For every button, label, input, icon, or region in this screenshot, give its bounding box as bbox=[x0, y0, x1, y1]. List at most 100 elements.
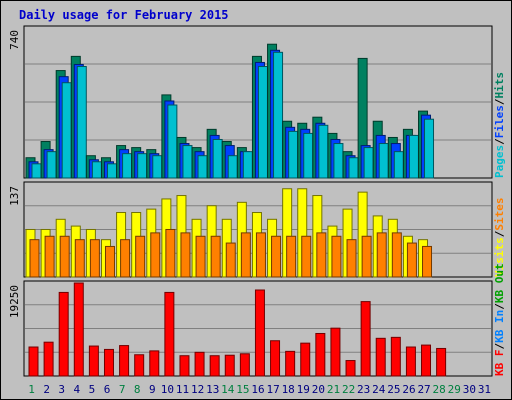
y-max-label: 19250 bbox=[8, 285, 21, 318]
bar-sites bbox=[271, 235, 282, 278]
bar-kb-f bbox=[300, 342, 311, 377]
day-label: 10 bbox=[161, 383, 174, 396]
day-label: 30 bbox=[463, 383, 476, 396]
y-max-label: 137 bbox=[8, 186, 21, 206]
bar-sites bbox=[89, 239, 100, 278]
bar-pages bbox=[197, 155, 208, 179]
bar-sites bbox=[286, 235, 297, 278]
bar-sites bbox=[195, 235, 206, 278]
bar-pages bbox=[46, 151, 57, 179]
day-label: 3 bbox=[58, 383, 65, 396]
bar-pages bbox=[363, 147, 374, 179]
legend-sites: Sites bbox=[493, 198, 506, 231]
day-label: 29 bbox=[448, 383, 461, 396]
bar-pages bbox=[408, 134, 419, 179]
legend-separator: / bbox=[493, 98, 506, 105]
bar-kb-f bbox=[88, 345, 99, 377]
bar-pages bbox=[288, 130, 299, 179]
bar-pages bbox=[424, 118, 435, 179]
bar-sites bbox=[44, 235, 55, 278]
bar-sites bbox=[240, 232, 251, 278]
bar-sites bbox=[74, 239, 85, 278]
bar-sites bbox=[59, 235, 70, 278]
day-label: 19 bbox=[297, 383, 310, 396]
day-label: 11 bbox=[176, 383, 189, 396]
bar-pages bbox=[31, 163, 42, 179]
bar-kb-f bbox=[194, 351, 205, 377]
day-label: 26 bbox=[402, 383, 415, 396]
legend-hits: Hits bbox=[493, 72, 506, 99]
day-label: 23 bbox=[357, 383, 370, 396]
bar-pages bbox=[182, 145, 193, 179]
bar-pages bbox=[137, 153, 148, 179]
bar-kb-f bbox=[421, 344, 432, 377]
day-label: 14 bbox=[221, 383, 235, 396]
legend-kb-out: KB Out bbox=[493, 263, 506, 303]
bar-sites bbox=[180, 232, 191, 278]
bar-kb-f bbox=[58, 291, 69, 377]
bar-kb-f bbox=[270, 340, 281, 377]
bar-sites bbox=[135, 235, 146, 278]
bar-sites bbox=[165, 228, 176, 278]
bar-pages bbox=[257, 66, 268, 179]
day-label: 24 bbox=[372, 383, 386, 396]
day-label: 25 bbox=[387, 383, 400, 396]
bar-sites bbox=[150, 232, 161, 278]
day-label: 27 bbox=[417, 383, 430, 396]
bar-kb-f bbox=[224, 354, 235, 377]
bar-pages bbox=[227, 155, 238, 179]
bar-sites bbox=[316, 232, 327, 278]
bar-kb-f bbox=[345, 360, 356, 377]
bar-kb-f bbox=[315, 332, 326, 377]
bar-sites bbox=[255, 232, 266, 278]
bar-kb-f bbox=[436, 347, 447, 377]
bar-kb-f bbox=[239, 353, 250, 377]
bar-pages bbox=[167, 104, 178, 179]
bar-pages bbox=[348, 157, 359, 179]
bar-pages bbox=[303, 132, 314, 179]
bar-pages bbox=[333, 143, 344, 179]
bar-pages bbox=[76, 66, 87, 179]
day-label: 8 bbox=[134, 383, 141, 396]
bar-pages bbox=[91, 161, 102, 179]
bar-kb-f bbox=[375, 337, 386, 377]
legend-kb-in: KB In bbox=[493, 310, 506, 343]
day-label: 20 bbox=[312, 383, 325, 396]
legend-files: Files bbox=[493, 105, 506, 138]
day-label: 22 bbox=[342, 383, 355, 396]
legend-separator: / bbox=[493, 138, 506, 145]
day-label: 17 bbox=[266, 383, 279, 396]
legend-separator: / bbox=[493, 303, 506, 310]
bar-sites bbox=[29, 239, 40, 278]
bar-kb-f bbox=[103, 348, 114, 377]
day-label: 18 bbox=[282, 383, 295, 396]
bar-pages bbox=[152, 155, 163, 179]
bar-kb-f bbox=[179, 355, 190, 377]
y-max-label: 740 bbox=[8, 30, 21, 50]
bar-sites bbox=[406, 242, 417, 278]
bar-pages bbox=[106, 163, 117, 179]
legend-separator: / bbox=[493, 343, 506, 350]
bar-pages bbox=[378, 143, 389, 179]
bar-sites bbox=[422, 245, 433, 278]
bar-kb-f bbox=[254, 289, 265, 377]
bar-kb-f bbox=[28, 346, 39, 377]
bar-sites bbox=[346, 239, 357, 278]
day-label: 1 bbox=[28, 383, 35, 396]
bar-pages bbox=[273, 51, 284, 179]
chart-title: Daily usage for February 2015 bbox=[19, 8, 229, 22]
bar-kb-f bbox=[405, 346, 416, 377]
legend-visits: Visits bbox=[493, 237, 506, 277]
bar-kb-f bbox=[43, 341, 54, 377]
bar-pages bbox=[393, 151, 404, 179]
day-label: 12 bbox=[191, 383, 204, 396]
day-label: 5 bbox=[89, 383, 96, 396]
day-label: 6 bbox=[104, 383, 111, 396]
bar-kb-f bbox=[360, 301, 371, 377]
bar-sites bbox=[104, 245, 115, 278]
bar-kb-f bbox=[119, 345, 130, 377]
bar-pages bbox=[122, 153, 133, 179]
day-label: 9 bbox=[149, 383, 156, 396]
bar-kb-f bbox=[390, 336, 401, 377]
day-label: 31 bbox=[478, 383, 491, 396]
